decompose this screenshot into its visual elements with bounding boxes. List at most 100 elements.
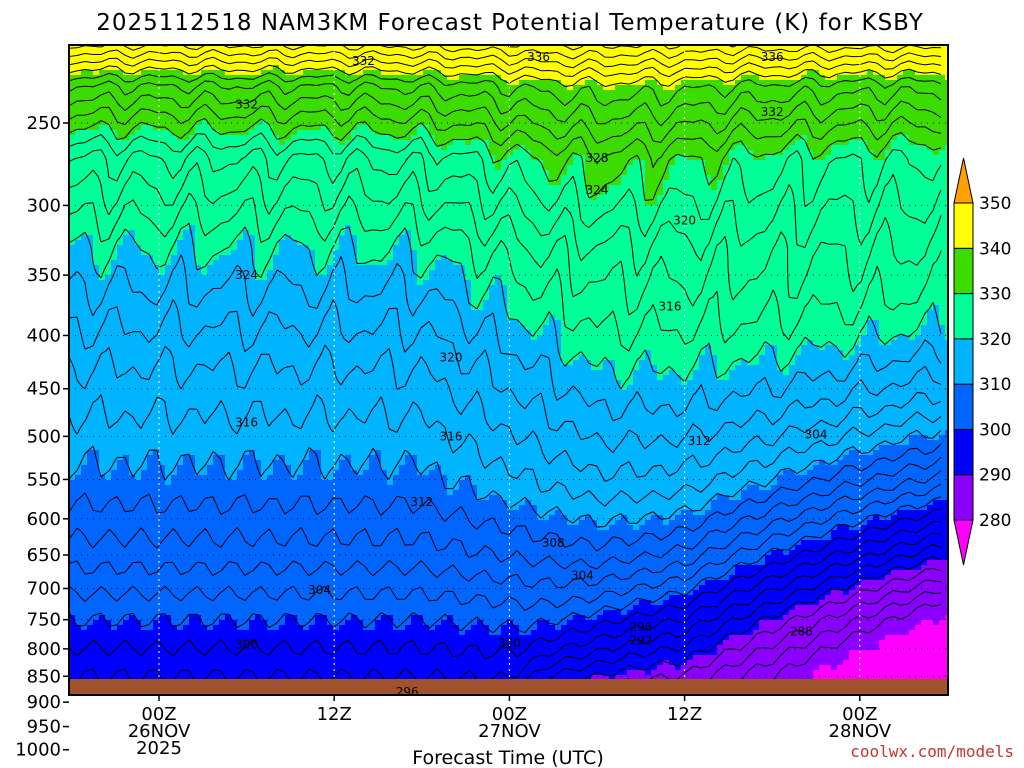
contour-cell (207, 375, 214, 381)
contour-cell (165, 435, 172, 441)
contour-cell (177, 570, 184, 576)
contour-cell (75, 315, 82, 321)
contour-cell (99, 170, 106, 176)
contour-cell (189, 60, 196, 66)
contour-cell (159, 455, 166, 461)
contour-cell (201, 670, 208, 676)
contour-cell (267, 655, 274, 661)
contour-cell (87, 250, 94, 256)
contour-cell (249, 300, 256, 306)
contour-cell (285, 580, 292, 586)
contour-cell (123, 565, 130, 571)
contour-cell (207, 360, 214, 366)
contour-cell (129, 620, 136, 626)
contour-cell (225, 375, 232, 381)
contour-cell (87, 70, 94, 76)
contour-cell (117, 645, 124, 651)
contour-cell (189, 510, 196, 516)
contour-cell (141, 640, 148, 646)
contour-cell (261, 385, 268, 391)
contour-cell (195, 55, 202, 61)
contour-cell (129, 160, 136, 166)
contour-cell (291, 595, 298, 601)
contour-cell (213, 650, 220, 656)
contour-cell (213, 295, 220, 301)
contour-cell (243, 545, 250, 551)
contour-cell (243, 80, 250, 86)
contour-cell (225, 640, 232, 646)
contour-cell (183, 575, 190, 581)
contour-cell (165, 290, 172, 296)
contour-cell (87, 340, 94, 346)
contour-cell (69, 550, 76, 556)
contour-cell (189, 45, 196, 51)
contour-cell (117, 470, 124, 476)
contour-cell (237, 525, 244, 531)
contour-cell (171, 535, 178, 541)
contour-cell (171, 360, 178, 366)
contour-cell (69, 75, 76, 81)
contour-cell (189, 215, 196, 221)
contour-cell (195, 395, 202, 401)
contour-cell (87, 610, 94, 616)
contour-cell (99, 320, 106, 326)
contour-cell (75, 645, 82, 651)
contour-cell (243, 580, 250, 586)
contour-cell (285, 455, 292, 461)
contour-cell (117, 410, 124, 416)
contour-cell (111, 555, 118, 561)
contour-cell (213, 345, 220, 351)
contour-cell (153, 615, 160, 621)
contour-cell (165, 60, 172, 66)
contour-cell (159, 485, 166, 491)
contour-cell (291, 665, 298, 671)
contour-cell (177, 275, 184, 281)
contour-cell (93, 555, 100, 561)
contour-cell (69, 345, 76, 351)
contour-cell (135, 65, 142, 71)
contour-cell (213, 420, 220, 426)
contour-cell (81, 560, 88, 566)
contour-cell (159, 105, 166, 111)
contour-cell (75, 365, 82, 371)
contour-cell (171, 145, 178, 151)
contour-cell (177, 130, 184, 136)
contour-cell (159, 180, 166, 186)
contour-cell (117, 435, 124, 441)
contour-cell (267, 365, 274, 371)
contour-cell (189, 175, 196, 181)
contour-cell (213, 510, 220, 516)
contour-cell (171, 425, 178, 431)
contour-cell (279, 340, 286, 346)
contour-cell (99, 250, 106, 256)
contour-cell (279, 520, 286, 526)
contour-cell (81, 340, 88, 346)
contour-cell (195, 145, 202, 151)
contour-cell (219, 575, 226, 581)
contour-cell (213, 180, 220, 186)
contour-cell (261, 375, 268, 381)
contour-cell (99, 430, 106, 436)
contour-cell (267, 410, 274, 416)
contour-cell (147, 555, 154, 561)
contour-cell (171, 165, 178, 171)
contour-cell (165, 645, 172, 651)
contour-cell (207, 470, 214, 476)
contour-cell (105, 450, 112, 456)
contour-cell (123, 45, 130, 51)
contour-cell (123, 600, 130, 606)
contour-cell (243, 560, 250, 566)
contour-cell (267, 455, 274, 461)
contour-cell (195, 85, 202, 91)
contour-cell (243, 145, 250, 151)
contour-cell (201, 655, 208, 661)
contour-cell (285, 295, 292, 301)
contour-cell (213, 290, 220, 296)
contour-cell (297, 200, 304, 206)
contour-cell (195, 270, 202, 276)
contour-cell (111, 205, 118, 211)
contour-cell (219, 150, 226, 156)
contour-cell (231, 295, 238, 301)
contour-cell (129, 460, 136, 466)
contour-cell (165, 445, 172, 451)
